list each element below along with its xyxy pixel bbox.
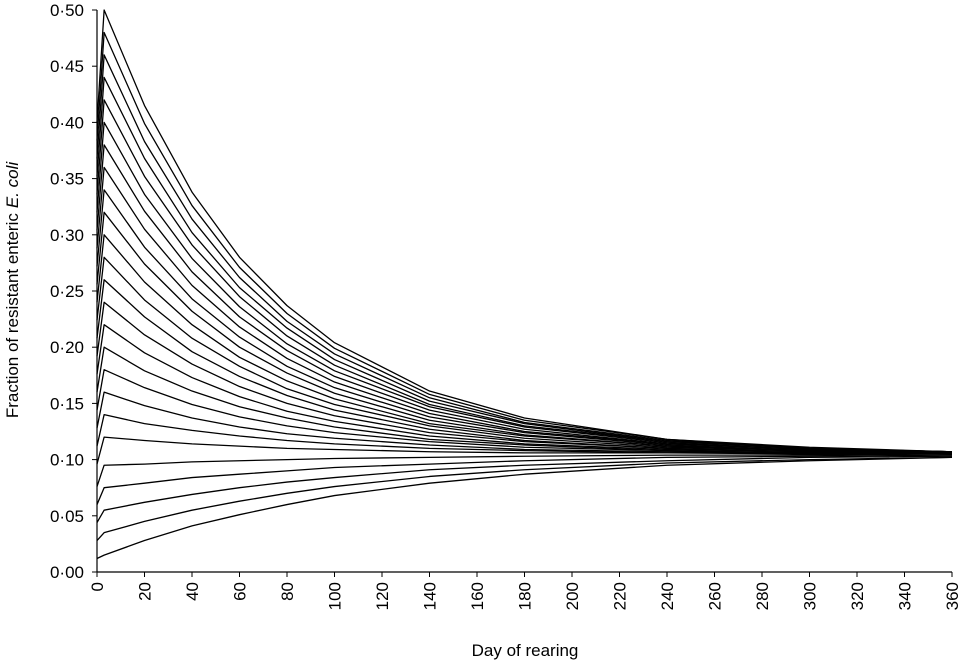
- y-axis-label: Fraction of resistant enteric E. coli: [3, 161, 22, 419]
- x-tick-label: 40: [183, 582, 202, 601]
- x-tick-label: 20: [136, 582, 155, 601]
- data-line: [96, 54, 953, 453]
- x-tick-label: 180: [516, 582, 535, 610]
- data-line: [96, 121, 953, 453]
- y-tick-label: 0·00: [50, 563, 84, 582]
- y-tick-label: 0·05: [50, 507, 84, 526]
- data-line: [96, 166, 953, 453]
- data-line: [96, 453, 953, 487]
- x-tick-label: 300: [801, 582, 820, 610]
- x-tick-label: 320: [848, 582, 867, 610]
- data-line: [96, 455, 953, 523]
- y-tick-label: 0·30: [50, 226, 84, 245]
- data-line: [96, 456, 953, 541]
- data-line: [96, 346, 952, 454]
- data-line: [96, 454, 953, 505]
- data-line: [96, 456, 953, 560]
- data-line: [96, 31, 953, 453]
- x-tick-label: 140: [421, 582, 440, 610]
- data-line: [96, 391, 953, 455]
- y-tick-label: 0·10: [50, 451, 84, 470]
- x-tick-label: 240: [658, 582, 677, 610]
- data-line: [96, 279, 953, 454]
- y-tick-label: 0·50: [50, 1, 84, 20]
- y-axis-label-text: Fraction of resistant enteric: [3, 213, 22, 419]
- data-line: [96, 76, 953, 453]
- data-line: [96, 211, 953, 454]
- x-tick-label: 360: [943, 582, 962, 610]
- x-tick-label: 200: [563, 582, 582, 610]
- data-line: [96, 324, 953, 454]
- x-tick-label: 80: [278, 582, 297, 601]
- x-tick-label: 280: [753, 582, 772, 610]
- data-line: [96, 9, 953, 453]
- x-axis-label: Day of rearing: [472, 641, 579, 660]
- y-tick-label: 0·15: [50, 394, 84, 413]
- x-tick-label: 220: [611, 582, 630, 610]
- y-tick-label: 0·40: [50, 113, 84, 132]
- x-tick-label: 120: [373, 582, 392, 610]
- y-tick-label: 0·20: [50, 338, 84, 357]
- x-tick-label: 100: [326, 582, 345, 610]
- x-tick-label: 160: [468, 582, 487, 610]
- y-axis-label-italic: E. coli: [3, 161, 22, 209]
- x-tick-label: 260: [706, 582, 725, 610]
- y-tick-label: 0·35: [50, 170, 84, 189]
- data-line: [96, 256, 953, 454]
- data-line: [96, 189, 953, 454]
- x-tick-label: 0: [88, 582, 107, 591]
- data-line: [96, 413, 953, 455]
- y-tick-label: 0·25: [50, 282, 84, 301]
- data-line: [96, 99, 953, 453]
- y-tick-label: 0·45: [50, 57, 84, 76]
- x-tick-label: 340: [896, 582, 915, 610]
- data-line: [96, 144, 953, 453]
- x-tick-label: 60: [231, 582, 250, 601]
